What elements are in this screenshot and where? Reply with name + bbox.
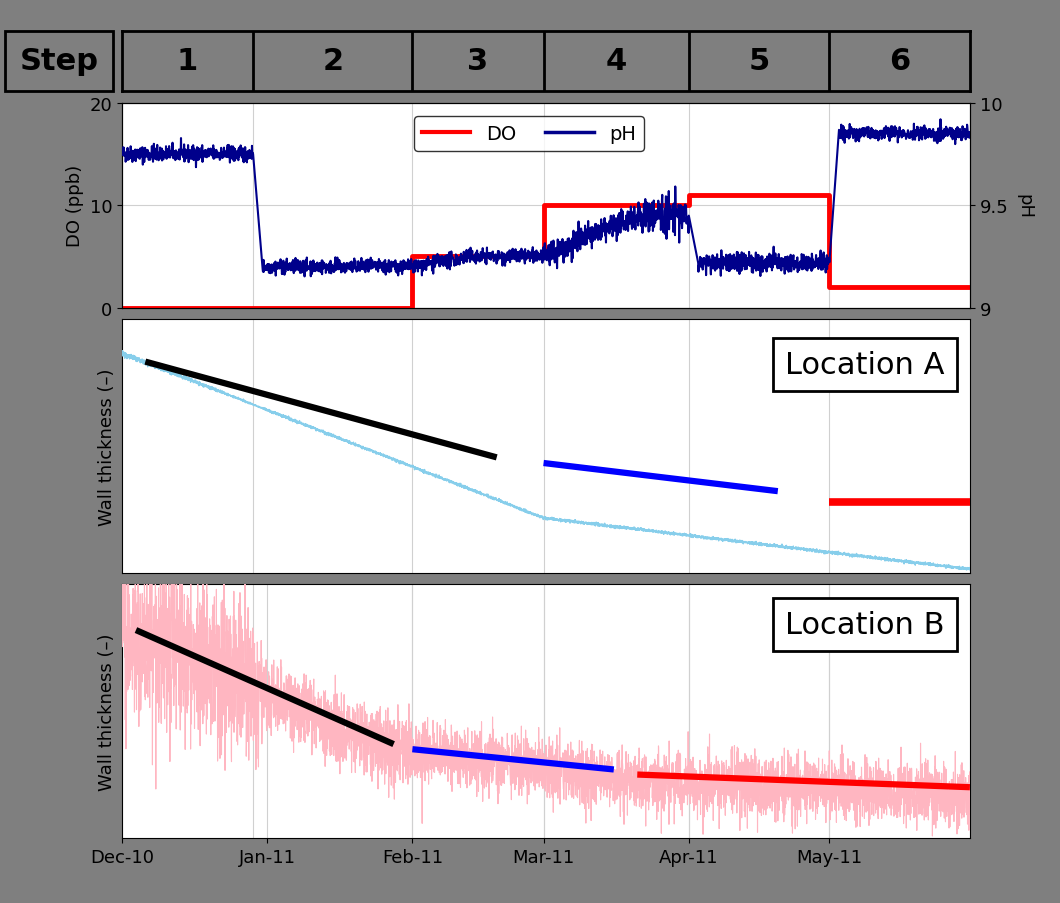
Text: 6: 6 — [889, 47, 911, 76]
Y-axis label: Wall thickness (–): Wall thickness (–) — [99, 368, 117, 526]
Text: 4: 4 — [605, 47, 626, 76]
Y-axis label: DO (ppb): DO (ppb) — [66, 165, 84, 247]
Y-axis label: pH: pH — [1015, 193, 1034, 219]
Legend: DO, pH: DO, pH — [413, 117, 644, 152]
Text: 3: 3 — [467, 47, 489, 76]
Text: 2: 2 — [322, 47, 343, 76]
Text: Location B: Location B — [785, 610, 944, 639]
Text: Location A: Location A — [785, 350, 944, 379]
Text: 1: 1 — [177, 47, 198, 76]
Text: 5: 5 — [748, 47, 770, 76]
Text: Step: Step — [20, 47, 99, 76]
Y-axis label: Wall thickness (–): Wall thickness (–) — [99, 633, 117, 790]
